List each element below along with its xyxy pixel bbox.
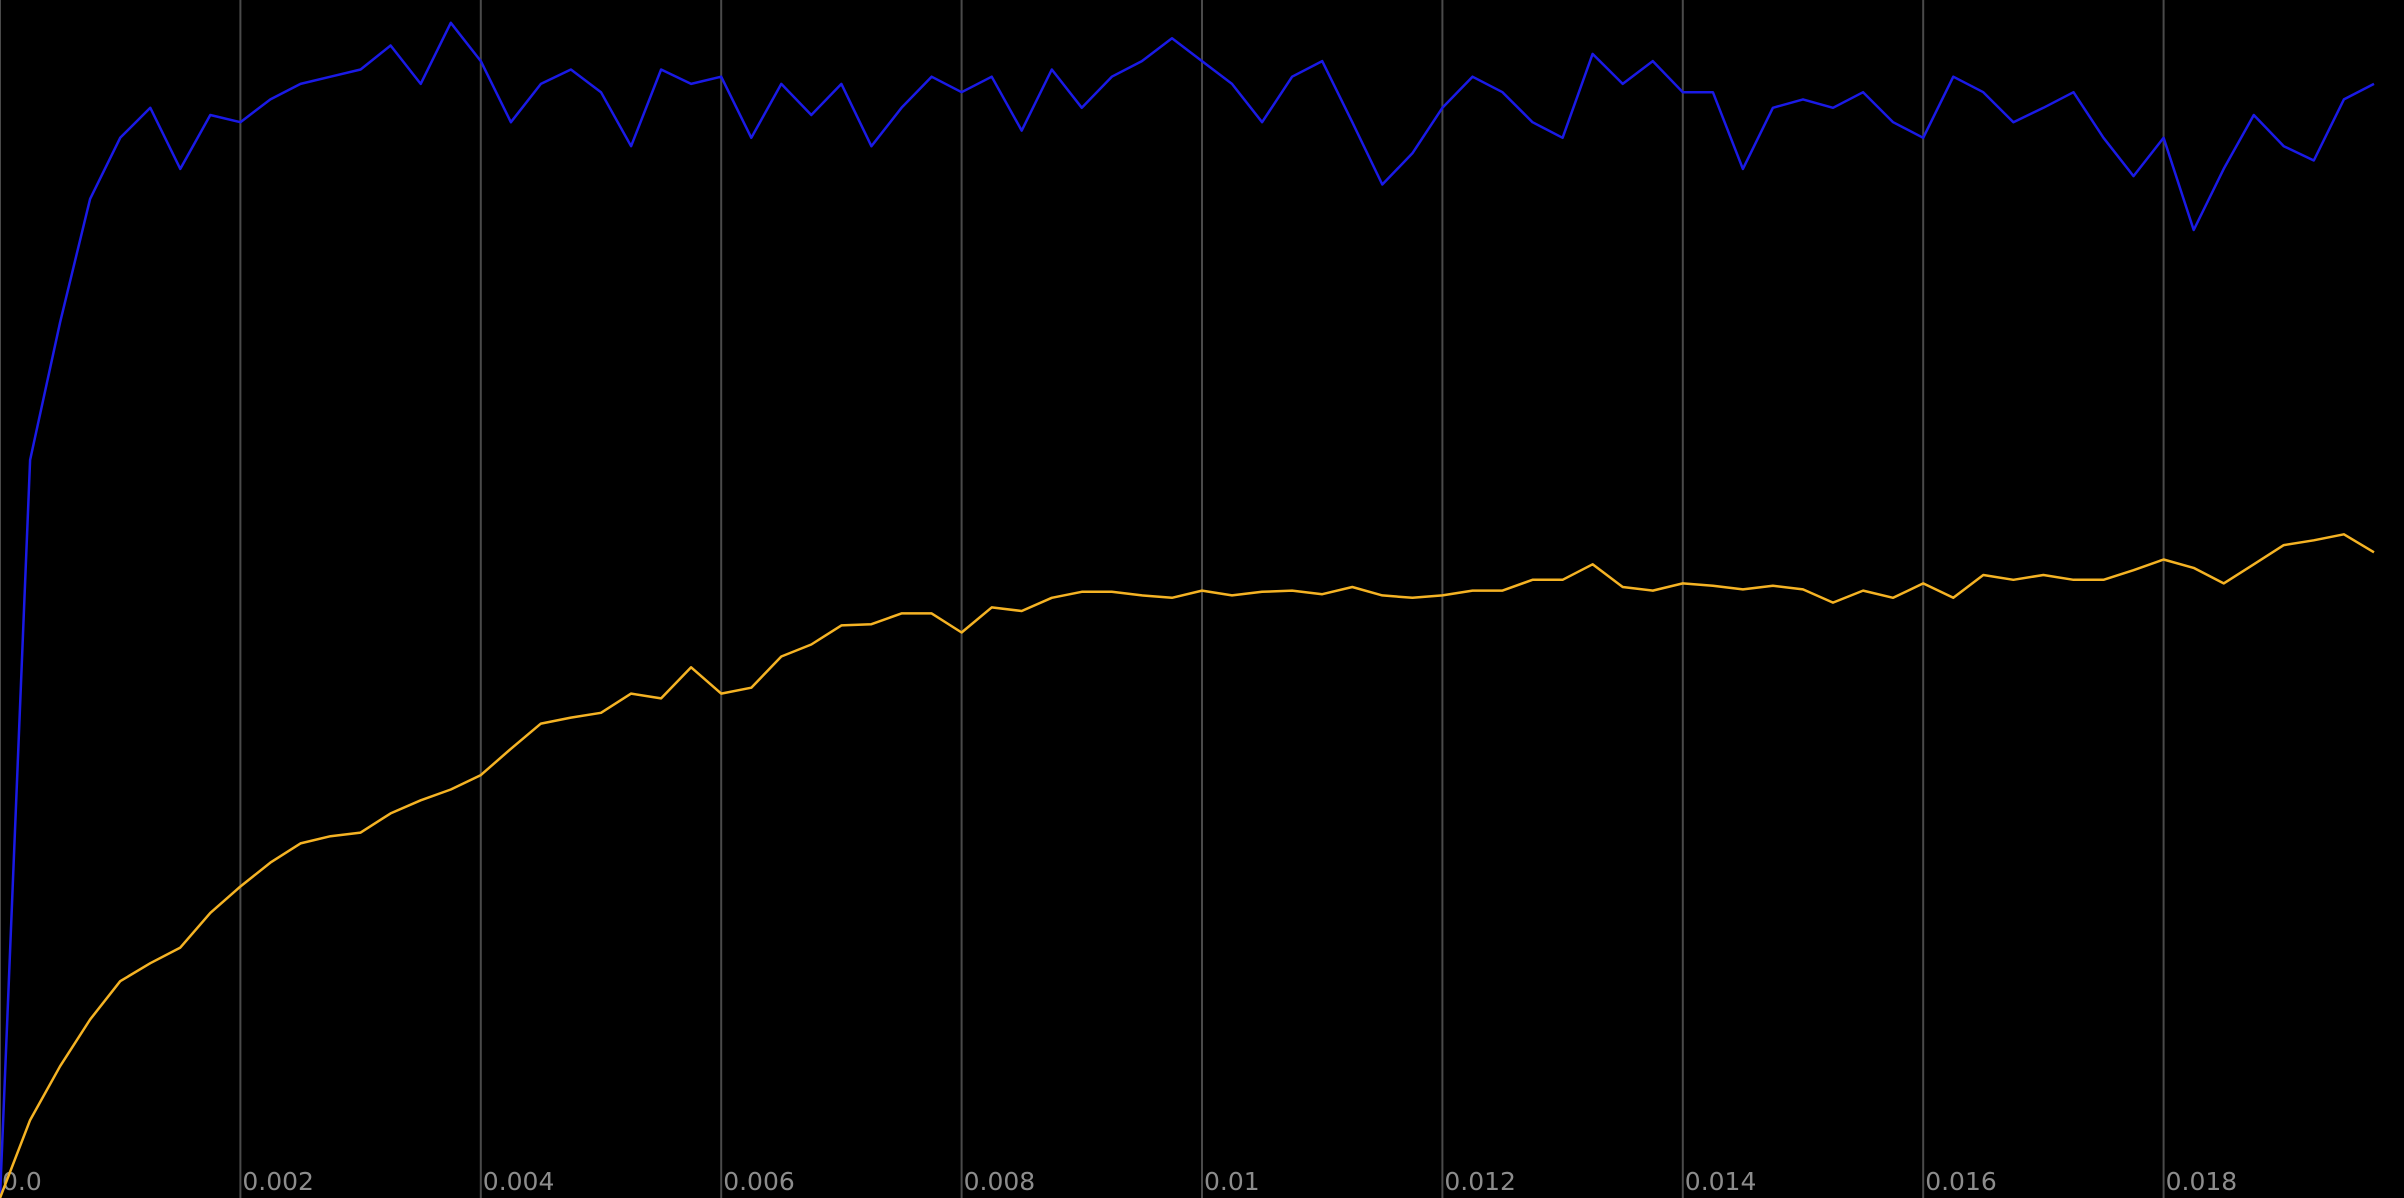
x-tick-label: 0.01: [1204, 1167, 1260, 1196]
x-tick-label: 0.012: [1444, 1167, 1516, 1196]
x-tick-label: 0.014: [1685, 1167, 1757, 1196]
x-tick-label: 0.006: [723, 1167, 795, 1196]
data-line: [0, 533, 2375, 1198]
x-tick-label: 0.008: [964, 1167, 1036, 1196]
x-tick-label: 0.016: [1925, 1167, 1997, 1196]
x-tick-label: 0.0: [2, 1167, 42, 1196]
data-line: [0, 21, 2375, 1198]
x-tick-label: 0.002: [242, 1167, 314, 1196]
x-tick-label: 0.004: [483, 1167, 555, 1196]
x-tick-label: 0.018: [2166, 1167, 2238, 1196]
